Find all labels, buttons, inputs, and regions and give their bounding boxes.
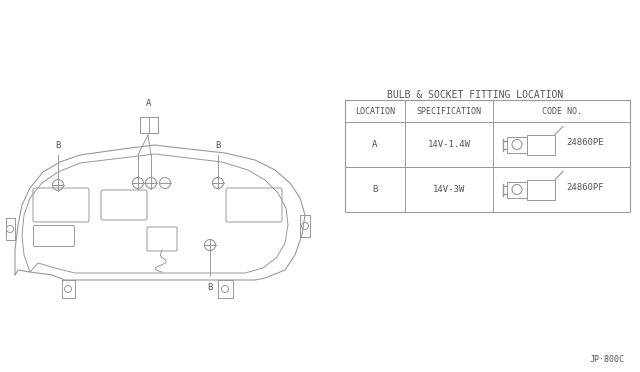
Bar (140, 117, 158, 133)
Text: 14V-1.4W: 14V-1.4W (428, 140, 470, 149)
Text: B: B (215, 141, 221, 150)
Text: B: B (372, 185, 378, 194)
Text: SPECIFICATION: SPECIFICATION (417, 106, 481, 115)
FancyBboxPatch shape (226, 188, 282, 222)
Text: A: A (147, 99, 152, 108)
Text: 24860PF: 24860PF (566, 183, 604, 192)
FancyBboxPatch shape (147, 227, 177, 251)
Text: BULB & SOCKET FITTING LOCATION: BULB & SOCKET FITTING LOCATION (387, 90, 563, 100)
Text: 24860PE: 24860PE (566, 138, 604, 147)
Text: B: B (55, 141, 61, 150)
FancyBboxPatch shape (33, 188, 89, 222)
FancyBboxPatch shape (101, 190, 147, 220)
Bar (149, 117, 158, 133)
Bar (527, 180, 555, 199)
Text: 14V-3W: 14V-3W (433, 185, 465, 194)
Text: JP·800C: JP·800C (590, 355, 625, 364)
Bar (345, 100, 630, 212)
Text: B: B (207, 283, 212, 292)
FancyBboxPatch shape (33, 225, 74, 247)
Text: CODE NO.: CODE NO. (541, 106, 582, 115)
Bar (507, 137, 527, 153)
Bar (507, 182, 527, 198)
Bar (527, 135, 555, 154)
Text: LOCATION: LOCATION (355, 106, 395, 115)
Text: A: A (372, 140, 378, 149)
